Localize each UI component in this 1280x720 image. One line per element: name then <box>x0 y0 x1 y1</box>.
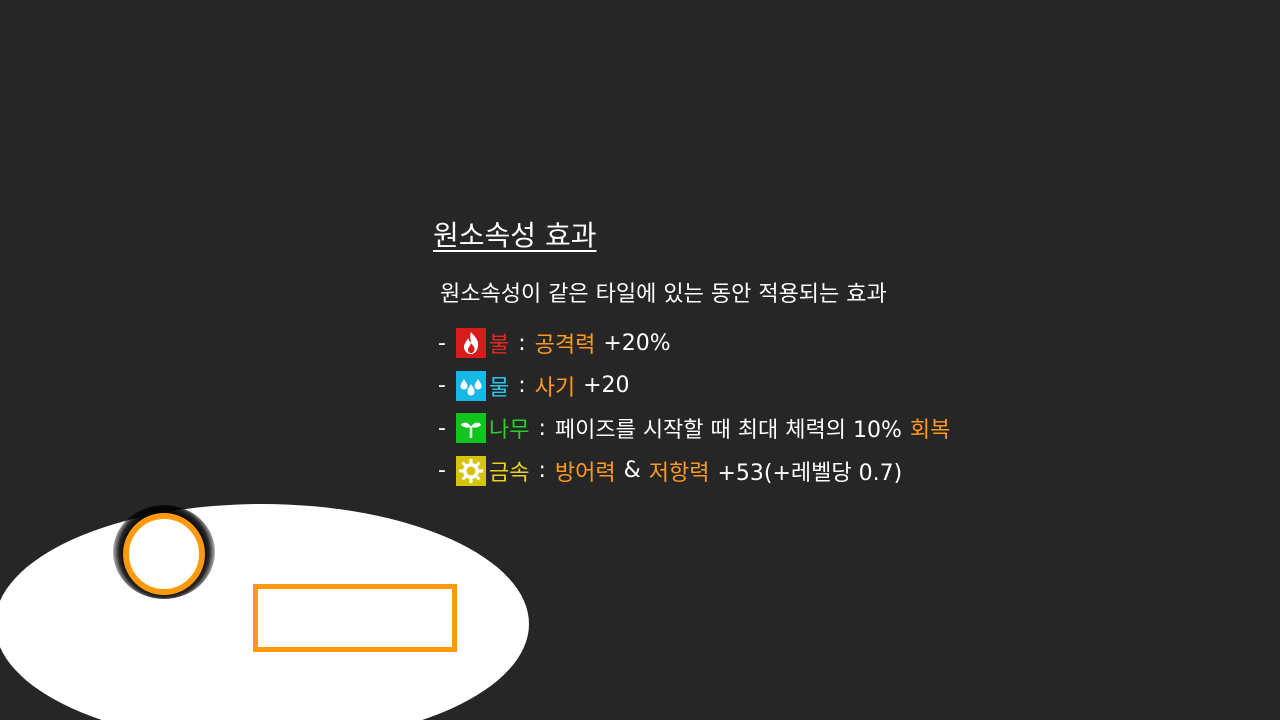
fire-icon <box>455 328 486 359</box>
water-drops-icon <box>455 370 486 401</box>
stat-resistance: 저항력 <box>648 460 710 486</box>
separator: : <box>518 330 526 356</box>
separator: : <box>518 373 526 399</box>
sprout-icon <box>455 413 486 444</box>
effect-row-fire: - 불 : 공격력 +20% <box>438 322 950 365</box>
panel-title: 원소속성 효과 <box>433 219 597 252</box>
stat-value: +20% <box>603 330 671 356</box>
separator: : <box>538 458 546 484</box>
stat-value: +53(+레벨당 0.7) <box>717 460 903 486</box>
stat-heal: 회복 <box>909 418 951 444</box>
stat-defense: 방어력 <box>554 460 616 486</box>
ampersand: & <box>623 458 641 484</box>
bullet-dash: - <box>438 330 446 356</box>
stat-morale: 사기 <box>534 375 576 401</box>
stat-attack: 공격력 <box>534 333 596 359</box>
tile-marker-ring[interactable] <box>123 513 205 595</box>
panel-description: 원소속성이 같은 타일에 있는 동안 적용되는 효과 <box>440 282 887 307</box>
gear-sun-icon <box>455 455 486 486</box>
effect-text: 페이즈를 시작할 때 최대 체력의 10% <box>554 418 902 444</box>
element-name-wood: 나무 <box>488 418 530 444</box>
element-name-metal: 금속 <box>488 460 530 486</box>
bullet-dash: - <box>438 373 446 399</box>
effect-row-metal: - <box>438 450 950 493</box>
element-name-water: 물 <box>488 375 510 401</box>
bullet-dash: - <box>438 458 446 484</box>
separator: : <box>538 415 546 441</box>
effect-row-water: - 물 : 사기 +20 <box>438 365 950 408</box>
stat-value: +20 <box>583 373 630 399</box>
bullet-dash: - <box>438 415 446 441</box>
element-effect-list: - 불 : 공격력 +20% - <box>438 322 950 492</box>
element-name-fire: 불 <box>488 333 510 359</box>
effect-row-wood: - 나무 : 페이즈를 시작할 때 최대 체력의 10% 회복 <box>438 407 950 450</box>
selection-box[interactable] <box>253 584 457 652</box>
